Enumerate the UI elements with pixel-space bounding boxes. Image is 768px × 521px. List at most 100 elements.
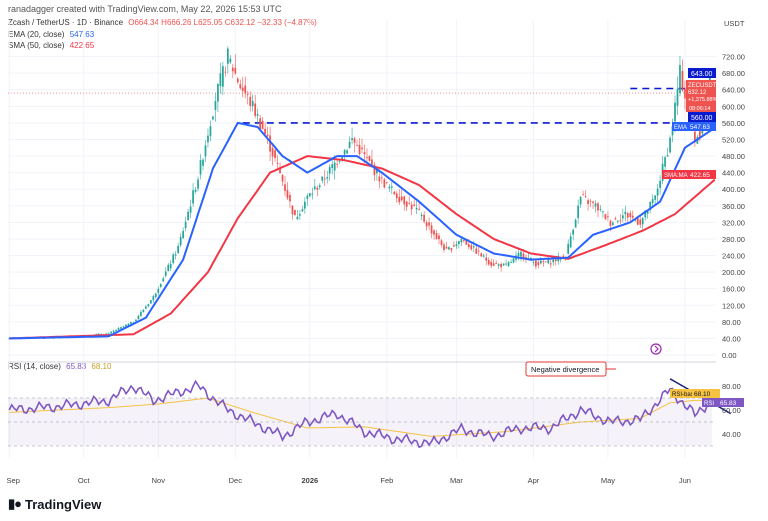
candle xyxy=(217,83,219,102)
rsi-line xyxy=(8,379,716,449)
candle xyxy=(512,258,515,263)
candle xyxy=(460,238,463,243)
candle xyxy=(351,138,353,141)
tradingview-logo-icon: ▮● xyxy=(8,496,22,511)
candle xyxy=(241,87,244,92)
candle xyxy=(207,135,209,143)
candle xyxy=(269,135,271,152)
replay-icon[interactable] xyxy=(650,343,662,355)
candle xyxy=(681,70,684,91)
candle xyxy=(552,259,555,263)
candle xyxy=(97,333,100,335)
candle xyxy=(204,145,207,157)
rsi-ma-legend-value: 68.10 xyxy=(91,362,112,371)
candle xyxy=(212,116,214,120)
candle xyxy=(120,327,122,329)
candle xyxy=(162,278,165,282)
candle xyxy=(405,201,408,207)
rsi-axis: 80.00 60.00 40.00 xyxy=(8,382,741,447)
candle xyxy=(535,260,537,267)
candle xyxy=(572,229,575,235)
candle xyxy=(167,264,170,272)
ema-legend: EMA (20, close) 547.63 xyxy=(8,30,94,39)
candle xyxy=(455,244,458,247)
candle xyxy=(122,326,125,328)
candle xyxy=(373,164,376,176)
candle xyxy=(301,209,304,212)
candle xyxy=(313,186,316,189)
candle xyxy=(321,176,324,181)
candle xyxy=(480,253,483,257)
candle xyxy=(142,309,145,312)
support-tag: 560.00 xyxy=(688,112,716,122)
candle xyxy=(112,330,115,333)
candle xyxy=(415,207,418,210)
rsi-tick-label: 80.00 xyxy=(722,382,741,391)
candle xyxy=(532,262,535,263)
candle xyxy=(236,78,239,83)
candle xyxy=(624,211,627,215)
price-axis[interactable]: 720.00 680.00 640.00 600.00 560.00 520.00 480.… xyxy=(722,53,745,360)
candle xyxy=(229,58,232,63)
candle xyxy=(413,204,416,206)
candle xyxy=(636,217,639,225)
candle xyxy=(303,201,306,209)
candle xyxy=(631,215,634,218)
candle xyxy=(617,221,619,222)
candle xyxy=(385,182,388,183)
price-chart[interactable]: 720.00 680.00 640.00 600.00 560.00 520.00 480.… xyxy=(0,0,768,490)
rsi-tag: RSI 65.83 xyxy=(702,398,744,407)
price-tags: 643.00 ZECUSDT 632.12 +1,375.88% 08:06:1… xyxy=(662,68,744,407)
candle xyxy=(390,186,393,188)
svg-text:ZECUSDT: ZECUSDT xyxy=(688,83,717,89)
candle xyxy=(472,246,475,248)
rsi-legend: RSI (14, close) 65.83 68.10 xyxy=(8,362,111,371)
candle xyxy=(403,196,406,205)
price-tick-label: 440.00 xyxy=(722,169,745,178)
candle xyxy=(587,200,589,205)
svg-text:08:06:14: 08:06:14 xyxy=(689,106,710,112)
price-tick-label: 160.00 xyxy=(722,285,745,294)
candle xyxy=(492,263,495,266)
candle xyxy=(388,186,391,189)
candle xyxy=(654,195,657,200)
price-tick-label: 720.00 xyxy=(722,53,745,62)
candle xyxy=(189,206,192,213)
candle xyxy=(135,319,137,322)
candle xyxy=(539,260,542,264)
candle xyxy=(398,196,401,203)
time-axis[interactable]: Sep Oct Nov Dec 2026 Feb Mar Apr May Jun xyxy=(7,476,691,485)
candle xyxy=(244,85,247,94)
sma50-line xyxy=(9,155,716,340)
candle xyxy=(420,214,423,217)
candle xyxy=(202,159,204,166)
candle xyxy=(149,300,152,304)
candle xyxy=(224,71,227,73)
candle xyxy=(599,209,602,210)
candle xyxy=(199,160,202,175)
candle xyxy=(323,178,326,180)
candle xyxy=(356,144,358,146)
candle xyxy=(594,203,597,207)
candle xyxy=(328,167,331,174)
candle xyxy=(219,73,222,87)
candle xyxy=(646,211,649,214)
candle xyxy=(619,219,622,221)
candle xyxy=(130,322,132,324)
candle xyxy=(343,149,346,155)
candle xyxy=(376,169,378,174)
candle xyxy=(157,288,160,293)
time-tick-label: Jun xyxy=(679,476,691,485)
divergence-label: Negative divergence xyxy=(531,365,599,374)
price-tick-label: 40.00 xyxy=(722,334,741,343)
candle xyxy=(569,236,572,248)
candle xyxy=(592,201,594,203)
candle xyxy=(276,162,279,164)
candle xyxy=(125,324,127,327)
candle xyxy=(656,188,659,196)
candle xyxy=(698,131,701,138)
candle xyxy=(505,263,507,265)
candle xyxy=(669,137,671,153)
time-tick-label: Sep xyxy=(7,476,20,485)
candle xyxy=(159,284,162,287)
